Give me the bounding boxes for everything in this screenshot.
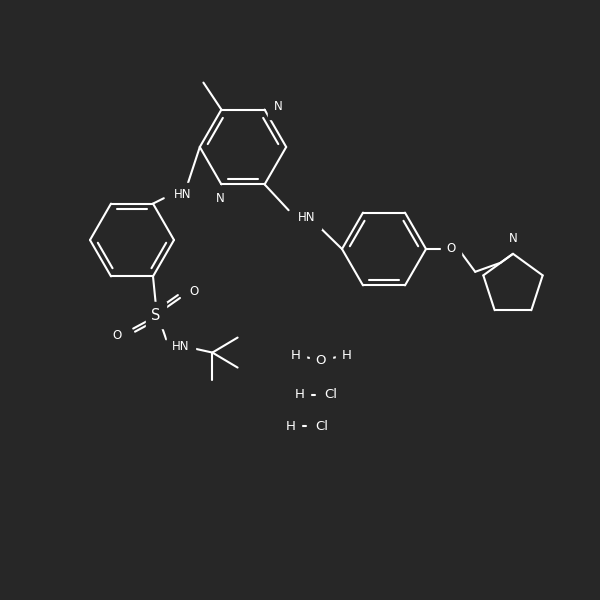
Text: Cl: Cl: [315, 419, 328, 433]
Text: O: O: [190, 285, 199, 298]
Text: H: H: [291, 349, 301, 362]
Text: N: N: [274, 100, 283, 113]
Text: S: S: [151, 308, 161, 323]
Text: HN: HN: [172, 340, 190, 353]
Text: O: O: [446, 242, 456, 256]
Text: O: O: [112, 329, 121, 342]
Text: HN: HN: [298, 211, 315, 224]
Text: O: O: [316, 353, 326, 367]
Text: H: H: [286, 419, 296, 433]
Text: N: N: [216, 191, 224, 205]
Text: Cl: Cl: [324, 388, 337, 401]
Text: H: H: [295, 388, 305, 401]
Text: N: N: [509, 232, 517, 245]
Text: HN: HN: [174, 188, 191, 201]
Text: H: H: [341, 349, 351, 362]
